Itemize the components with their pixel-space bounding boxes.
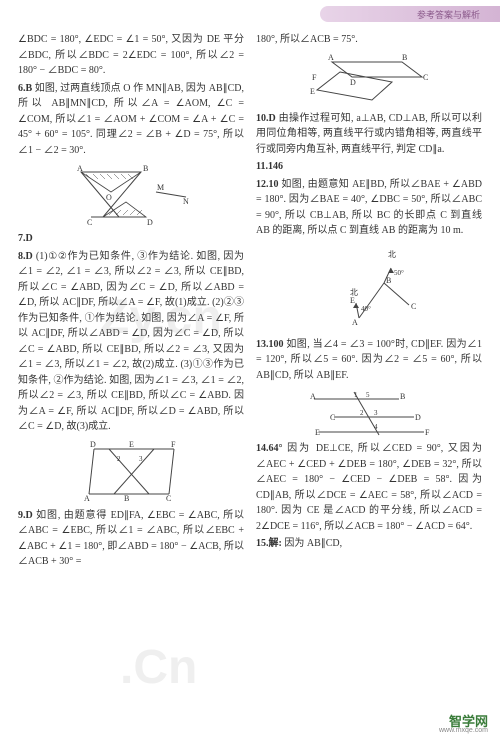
header-title: 参考答案与解析 [417,8,480,21]
svg-text:E: E [350,296,355,305]
item-14-text: 因为 DE⊥CE, 所以∠CED = 90°, 又因为∠AEC + ∠CED +… [256,443,482,532]
item-12: 12.10 如图, 由题意知 AE∥BD, 所以∠BAE + ∠ABD = 18… [256,177,482,239]
svg-text:D: D [147,218,153,227]
svg-text:A: A [352,318,358,327]
item-11-label: 11.146 [256,161,283,172]
figure-12: 北 北 E A B C 50° 40° [256,243,482,333]
item-13-text: 如图, 当∠4 = ∠3 = 100°时, CD∥EF. 因为∠1 = 120°… [256,339,482,381]
footer-url: www.mxqe.com [439,727,488,734]
item-11: 11.146 [256,159,482,175]
item-8d-text: (1)①②作为已知条件, ③作为结论. 如图, 因为∠1 = ∠2, ∠1 = … [18,251,244,433]
item-15-label: 15.解: [256,538,282,549]
item-10d: 10.D 由操作过程可知, a⊥AB, CD⊥AB, 所以可以利用同位角相等, … [256,111,482,158]
svg-text:E: E [310,87,315,96]
figure-8d-svg: D E F A B C 2 3 [79,439,184,504]
svg-text:A: A [77,164,83,173]
figure-6b-svg: A B O M N C D [71,162,191,227]
svg-text:A: A [310,392,316,401]
figure-6b: A B O M N C D [18,162,244,227]
svg-text:D: D [350,78,356,87]
item-15-text: 因为 AB∥CD, [284,538,342,549]
svg-text:C: C [87,218,92,227]
svg-text:B: B [402,53,407,62]
figure-12-svg: 北 北 E A B C 50° 40° [314,243,424,333]
item-10d-label: 10.D [256,113,276,124]
item-7d: 7.D [18,231,244,247]
svg-text:F: F [425,428,430,437]
svg-text:3: 3 [374,409,378,417]
item-9d-text: 如图, 由题意得 ED∥FA, ∠EBC = ∠ABC, 所以∠ABC = ∠E… [18,510,244,568]
svg-text:C: C [423,73,428,82]
svg-text:D: D [415,413,421,422]
svg-text:50°: 50° [394,269,404,277]
svg-text:2: 2 [117,455,121,463]
item-14-label: 14.64° [256,443,283,454]
svg-text:1: 1 [354,391,358,399]
left-p1: ∠BDC = 180°, ∠EDC = ∠1 = 50°, 又因为 DE 平分∠… [18,32,244,79]
svg-text:5: 5 [366,391,370,399]
item-9d: 9.D 如图, 由题意得 ED∥FA, ∠EBC = ∠ABC, 所以∠ABC … [18,508,244,570]
svg-text:C: C [330,413,335,422]
item-13-label: 13.100 [256,339,284,350]
svg-text:M: M [157,183,164,192]
svg-text:B: B [400,392,405,401]
content-columns: ∠BDC = 180°, ∠EDC = ∠1 = 50°, 又因为 DE 平分∠… [12,32,488,722]
item-14: 14.64° 因为 DE⊥CE, 所以∠CED = 90°, 又因为∠AEC +… [256,441,482,534]
svg-text:3: 3 [139,455,143,463]
svg-text:O: O [106,193,112,202]
left-p2: 6.B 如图, 过两直线顶点 O 作 MN∥AB, 因为 AB∥CD, 所以 A… [18,81,244,159]
figure-13-svg: A B C D E F 1 5 2 3 4 [304,387,434,437]
svg-text:E: E [315,428,320,437]
right-p1: 180°, 所以∠ACB = 75°. [256,32,482,48]
header-band: 参考答案与解析 [320,6,500,22]
item-10d-text: 由操作过程可知, a⊥AB, CD⊥AB, 所以可以利用同位角相等, 两直线平行… [256,113,482,155]
item-12-text: 如图, 由题意知 AE∥BD, 所以∠BAE + ∠ABD = 180°. 因为… [256,179,482,237]
figure-10-top-svg: A B C D E F [302,52,437,107]
item-7d-label: 7.D [18,233,33,244]
svg-text:4: 4 [374,423,378,431]
figure-13: A B C D E F 1 5 2 3 4 [256,387,482,437]
figure-10-top: A B C D E F [256,52,482,107]
svg-text:B: B [143,164,148,173]
svg-text:F: F [312,73,317,82]
svg-text:A: A [84,494,90,503]
svg-text:D: D [90,440,96,449]
svg-text:F: F [171,440,176,449]
right-column: 180°, 所以∠ACB = 75°. A B C D E F 10.D 由操作… [250,32,488,722]
svg-text:B: B [124,494,129,503]
item-13: 13.100 如图, 当∠4 = ∠3 = 100°时, CD∥EF. 因为∠1… [256,337,482,384]
item-6b-label: 6.B [18,83,32,94]
svg-text:C: C [166,494,171,503]
figure-8d: D E F A B C 2 3 [18,439,244,504]
svg-text:A: A [328,53,334,62]
svg-text:C: C [411,302,416,311]
page-container: 参考答案与解析 Zy.cn .Cn ∠BDC = 180°, ∠EDC = ∠1… [0,0,500,736]
left-column: ∠BDC = 180°, ∠EDC = ∠1 = 50°, 又因为 DE 平分∠… [12,32,250,722]
item-12-label: 12.10 [256,179,279,190]
svg-text:2: 2 [360,409,364,417]
svg-text:40°: 40° [361,305,371,313]
svg-text:E: E [129,440,134,449]
svg-text:北: 北 [388,250,396,259]
item-9d-label: 9.D [18,510,33,521]
svg-text:B: B [386,276,391,285]
item-8d-label: 8.D [18,251,33,262]
item-15: 15.解: 因为 AB∥CD, [256,536,482,552]
svg-text:N: N [183,197,189,206]
item-6b-text: 如图, 过两直线顶点 O 作 MN∥AB, 因为 AB∥CD, 所以 AB∥MN… [18,83,244,156]
item-8d: 8.D (1)①②作为已知条件, ③作为结论. 如图, 因为∠1 = ∠2, ∠… [18,249,244,435]
